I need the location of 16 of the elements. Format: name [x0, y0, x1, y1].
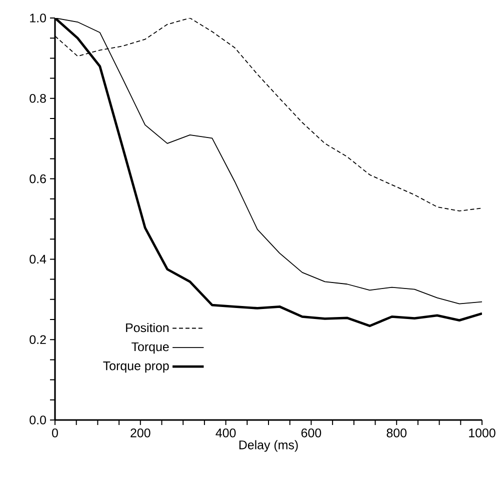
legend-label: Position: [126, 322, 169, 332]
x-tick-label: 400: [216, 428, 236, 438]
x-tick-label: 800: [386, 428, 406, 438]
y-tick-label: 0.6: [30, 174, 46, 184]
x-tick-label: 0: [52, 428, 58, 438]
y-tick-label: 1.0: [30, 14, 46, 22]
y-tick-label: 0.2: [30, 335, 46, 344]
x-tick-label: 1000: [469, 428, 496, 438]
legend-label: Torque prop: [103, 362, 169, 373]
x-tick-label: 200: [130, 428, 150, 438]
y-tick-label: 0.0: [30, 416, 46, 424]
x-axis-title: Delay (ms): [239, 440, 298, 452]
x-tick-label: 600: [301, 428, 322, 438]
y-tick-label: 0.4: [30, 254, 46, 264]
legend-label: Torque: [132, 342, 169, 354]
y-tick-label: 0.8: [30, 94, 46, 103]
